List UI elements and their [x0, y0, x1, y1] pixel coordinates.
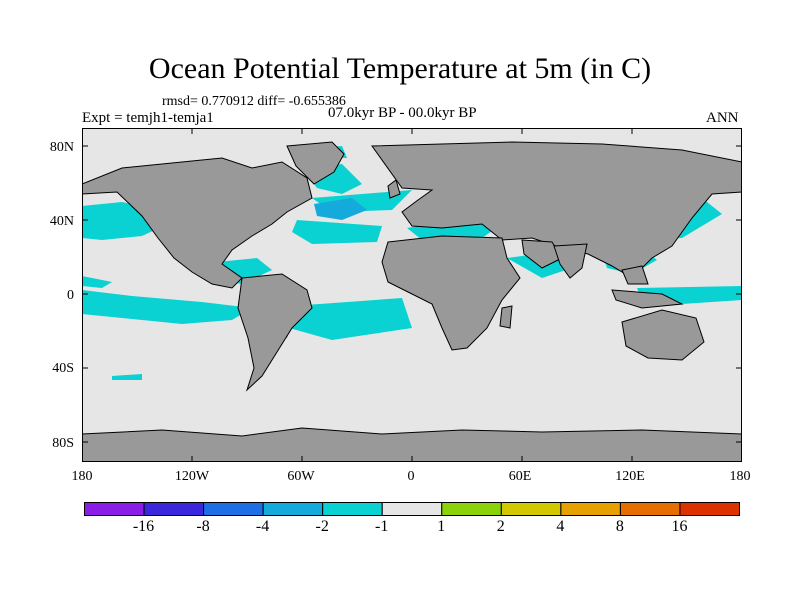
colorbar-label: 4 [556, 518, 565, 535]
lon-tick-label: 180 [729, 469, 751, 484]
colorbar-label: 8 [615, 518, 624, 535]
land-eurasia [371, 141, 742, 279]
lat-tick-label: 80N [49, 140, 74, 155]
colorbar-box [441, 502, 502, 516]
land-madagascar [499, 305, 513, 329]
land-africa [381, 235, 521, 351]
anomaly-region [282, 298, 412, 340]
colorbar-box [679, 502, 740, 516]
colorbar-label: -8 [196, 518, 210, 535]
season-label: ANN [706, 110, 739, 126]
lon-tick-label: 120E [615, 469, 645, 484]
colorbar-label: -16 [132, 518, 155, 535]
land-australia [621, 309, 705, 361]
colorbar-label: -4 [255, 518, 270, 535]
land-south-america [237, 273, 313, 392]
lat-tick-label: 40S [52, 361, 74, 376]
lat-tick-label: 0 [67, 288, 74, 303]
colorbar-box [619, 502, 681, 516]
colorbar-label: 16 [671, 518, 688, 535]
stats-label: rmsd= 0.770912 diff= -0.655386 [162, 94, 346, 109]
colorbar-box [560, 502, 621, 516]
lon-tick-label: 120W [174, 469, 210, 484]
world-map [82, 128, 742, 462]
land-india [553, 243, 588, 279]
colorbar-label: -2 [315, 518, 329, 535]
lat-tick-label: 40N [49, 214, 74, 229]
plot-title: Ocean Potential Temperature at 5m (in C) [148, 52, 652, 85]
anomaly-region [314, 198, 367, 220]
lon-tick-label: 180 [71, 469, 93, 484]
land-arabia [521, 239, 563, 269]
land-uk [387, 179, 401, 199]
colorbar-label: 1 [437, 518, 446, 535]
land-greenland [286, 141, 345, 185]
anomaly-region [112, 374, 142, 380]
land-masses [82, 141, 742, 462]
colorbar-box [203, 502, 264, 516]
colorbar-box [143, 502, 205, 516]
anomaly-region [292, 220, 382, 244]
lon-tick-label: 60E [508, 469, 532, 484]
colorbar-box [381, 502, 443, 516]
anomaly-region [82, 290, 252, 324]
colorbar-box [262, 502, 324, 516]
lat-tick-label: 80S [52, 436, 74, 451]
lon-tick-label: 60W [287, 469, 315, 484]
axis-ticks [82, 128, 742, 462]
colorbar-label: -1 [375, 518, 389, 535]
period-label: 07.0kyr BP - 00.0kyr BP [328, 105, 477, 121]
land-north-america [82, 157, 313, 289]
land-southeast-asia-2 [621, 265, 649, 285]
colorbar-label: 2 [496, 518, 505, 535]
colorbar-box [322, 502, 383, 516]
colorbar-box [84, 502, 145, 516]
lon-tick-label: 0 [407, 469, 415, 484]
colorbar-box [500, 502, 562, 516]
land-antarctica [82, 427, 742, 462]
land-southeast-asia-1 [611, 289, 684, 309]
experiment-label: Expt = temjh1-temja1 [82, 110, 214, 126]
anomaly-region [82, 276, 112, 288]
colorbar [84, 502, 740, 516]
